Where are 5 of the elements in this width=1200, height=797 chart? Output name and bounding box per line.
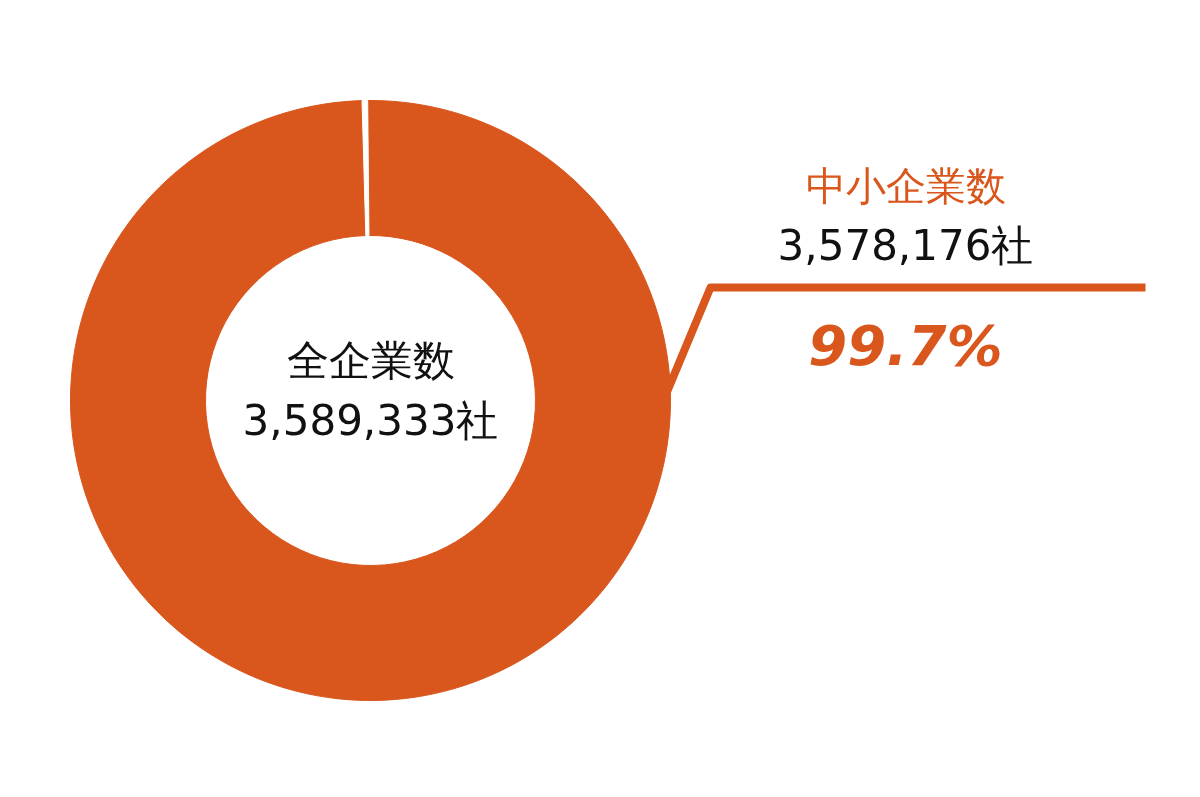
text: 3,589,333社 xyxy=(242,396,499,445)
text: 3,578,176社 xyxy=(777,221,1034,270)
slice-label: 中小企業数 xyxy=(805,162,1006,209)
text: 全企業数 xyxy=(286,336,455,385)
data-label: 99.7% xyxy=(808,313,1003,378)
